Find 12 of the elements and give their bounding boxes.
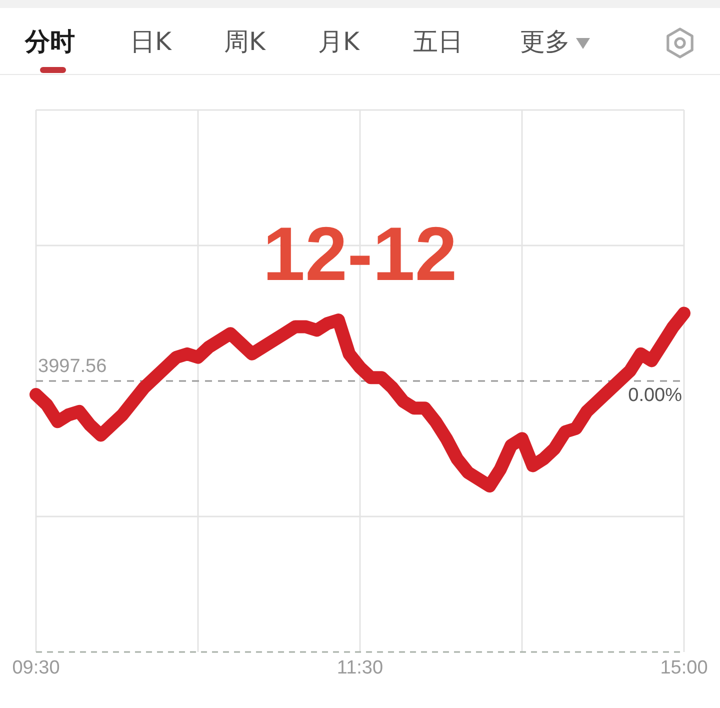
text: 日K [130, 27, 172, 56]
annotation: 0.00% [628, 385, 682, 407]
text: 五日 [413, 27, 463, 56]
chart-title: 12-12 [262, 211, 458, 299]
x-tick-label: 09:30 [12, 657, 60, 678]
text: 分时 [25, 27, 75, 56]
text: 更多 [520, 27, 570, 56]
x-tick-label: 11:30 [336, 657, 384, 678]
text: 月K [318, 27, 360, 56]
x-tick-label: 15:00 [660, 657, 708, 678]
annotation: 3997.56 [38, 356, 107, 378]
text: 周K [224, 27, 266, 56]
